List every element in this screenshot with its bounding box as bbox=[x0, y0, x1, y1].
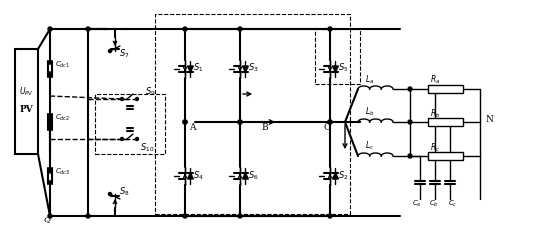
Polygon shape bbox=[332, 173, 338, 179]
Text: $S_3$: $S_3$ bbox=[248, 62, 258, 74]
Circle shape bbox=[48, 27, 52, 31]
Polygon shape bbox=[243, 173, 249, 179]
Text: $S_5$: $S_5$ bbox=[338, 62, 349, 74]
Circle shape bbox=[408, 154, 412, 158]
Bar bbox=[315, 29, 360, 84]
Circle shape bbox=[238, 120, 242, 124]
Text: $L_c$: $L_c$ bbox=[366, 140, 375, 152]
Circle shape bbox=[108, 193, 112, 195]
Circle shape bbox=[328, 214, 332, 218]
Text: $R_c$: $R_c$ bbox=[430, 141, 440, 153]
Text: $S_2$: $S_2$ bbox=[338, 169, 349, 182]
Circle shape bbox=[328, 27, 332, 31]
Circle shape bbox=[183, 214, 187, 218]
Text: $L_a$: $L_a$ bbox=[366, 73, 375, 85]
Circle shape bbox=[86, 27, 90, 31]
Bar bbox=[95, 94, 165, 154]
Circle shape bbox=[238, 27, 242, 31]
Circle shape bbox=[135, 138, 139, 141]
Circle shape bbox=[48, 125, 52, 129]
Text: $C_{dc1}$: $C_{dc1}$ bbox=[55, 60, 70, 70]
Circle shape bbox=[121, 138, 123, 141]
Circle shape bbox=[183, 120, 187, 124]
Text: $S_9$: $S_9$ bbox=[145, 85, 156, 98]
Circle shape bbox=[183, 120, 187, 124]
Bar bbox=[428, 152, 462, 160]
Circle shape bbox=[328, 120, 332, 124]
Circle shape bbox=[135, 98, 139, 101]
Text: $S_{10}$: $S_{10}$ bbox=[140, 142, 154, 154]
Circle shape bbox=[238, 120, 242, 124]
Text: $S_8$: $S_8$ bbox=[119, 185, 129, 197]
Text: PV: PV bbox=[20, 105, 33, 114]
Text: $R_a$: $R_a$ bbox=[430, 74, 440, 87]
Text: $R_b$: $R_b$ bbox=[430, 107, 440, 120]
Bar bbox=[428, 85, 462, 93]
Circle shape bbox=[108, 50, 112, 52]
Text: A: A bbox=[189, 123, 195, 132]
Circle shape bbox=[408, 87, 412, 91]
Circle shape bbox=[48, 169, 52, 173]
Text: $L_b$: $L_b$ bbox=[366, 106, 375, 119]
Circle shape bbox=[328, 120, 332, 124]
Text: $C_b$: $C_b$ bbox=[429, 199, 439, 209]
Polygon shape bbox=[187, 173, 194, 179]
Text: $C_c$: $C_c$ bbox=[448, 199, 458, 209]
Text: $S_6$: $S_6$ bbox=[248, 169, 258, 182]
Circle shape bbox=[121, 98, 123, 101]
Text: $C_{dc3}$: $C_{dc3}$ bbox=[55, 167, 70, 177]
Bar bbox=[15, 49, 38, 154]
Text: B: B bbox=[262, 123, 268, 132]
Text: N: N bbox=[485, 115, 493, 124]
Bar bbox=[428, 118, 462, 126]
Circle shape bbox=[238, 214, 242, 218]
Text: Q: Q bbox=[44, 215, 51, 223]
Circle shape bbox=[48, 72, 52, 76]
Text: $S_4$: $S_4$ bbox=[193, 169, 204, 182]
Text: $C_a$: $C_a$ bbox=[412, 199, 422, 209]
Text: $C_{dc2}$: $C_{dc2}$ bbox=[55, 113, 70, 123]
Polygon shape bbox=[332, 66, 338, 72]
Circle shape bbox=[183, 27, 187, 31]
Circle shape bbox=[48, 115, 52, 119]
Circle shape bbox=[48, 214, 52, 218]
Polygon shape bbox=[243, 66, 249, 72]
Circle shape bbox=[86, 214, 90, 218]
Text: $S_7$: $S_7$ bbox=[119, 48, 129, 61]
Polygon shape bbox=[187, 66, 194, 72]
Text: $S_1$: $S_1$ bbox=[193, 62, 203, 74]
Circle shape bbox=[408, 120, 412, 124]
Text: C: C bbox=[324, 123, 330, 132]
Text: $U_{PV}$: $U_{PV}$ bbox=[19, 85, 34, 98]
Bar bbox=[155, 14, 350, 214]
